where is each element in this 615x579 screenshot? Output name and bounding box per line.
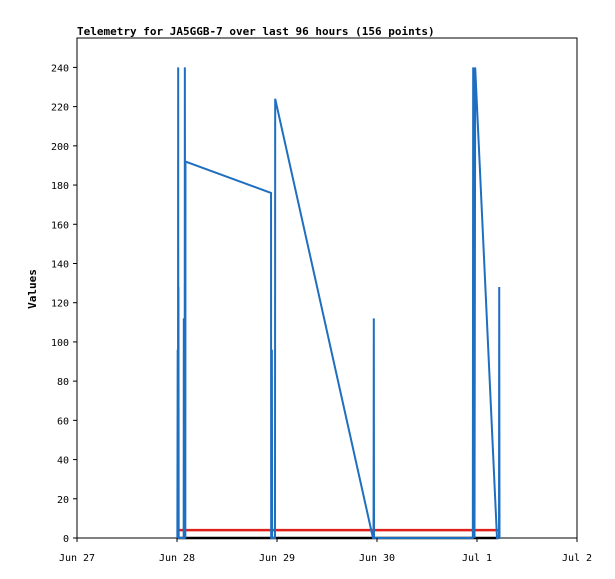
y-tick-label-3: 60	[57, 416, 69, 427]
x-tick-label-0: Jun 27	[59, 553, 95, 564]
x-axis-ticks: Jun 27 Jun 28 Jun 29 Jun 30 Jul 1 Jul 2	[59, 538, 592, 564]
y-tick-label-1: 20	[57, 495, 69, 506]
y-tick-label-5: 100	[51, 338, 69, 349]
x-tick-label-5: Jul 2	[562, 553, 592, 564]
y-tick-label-6: 120	[51, 299, 69, 310]
plot-area-frame	[76, 37, 578, 539]
chart-title: Telemetry for JA5GGB-7 over last 96 hour…	[77, 25, 435, 38]
y-axis-label: Values	[26, 269, 39, 309]
y-tick-label-10: 200	[51, 142, 69, 153]
y-tick-label-2: 40	[57, 456, 69, 467]
y-tick-label-0: 0	[63, 534, 69, 545]
x-tick-label-4: Jul 1	[462, 553, 492, 564]
y-axis-ticks: 0 20 40 60 80 100 120 140 160 180 200 220 240	[51, 63, 77, 545]
series-layer	[176, 67, 501, 540]
y-tick-label-9: 180	[51, 181, 69, 192]
x-tick-label-1: Jun 28	[159, 553, 195, 564]
series-line-0	[176, 67, 501, 539]
y-tick-label-4: 80	[57, 377, 69, 388]
y-tick-label-12: 240	[51, 63, 69, 74]
y-tick-label-7: 140	[51, 259, 69, 270]
y-tick-label-11: 220	[51, 103, 69, 114]
y-tick-label-8: 160	[51, 220, 69, 231]
x-tick-label-2: Jun 29	[259, 553, 295, 564]
x-tick-label-3: Jun 30	[359, 553, 395, 564]
